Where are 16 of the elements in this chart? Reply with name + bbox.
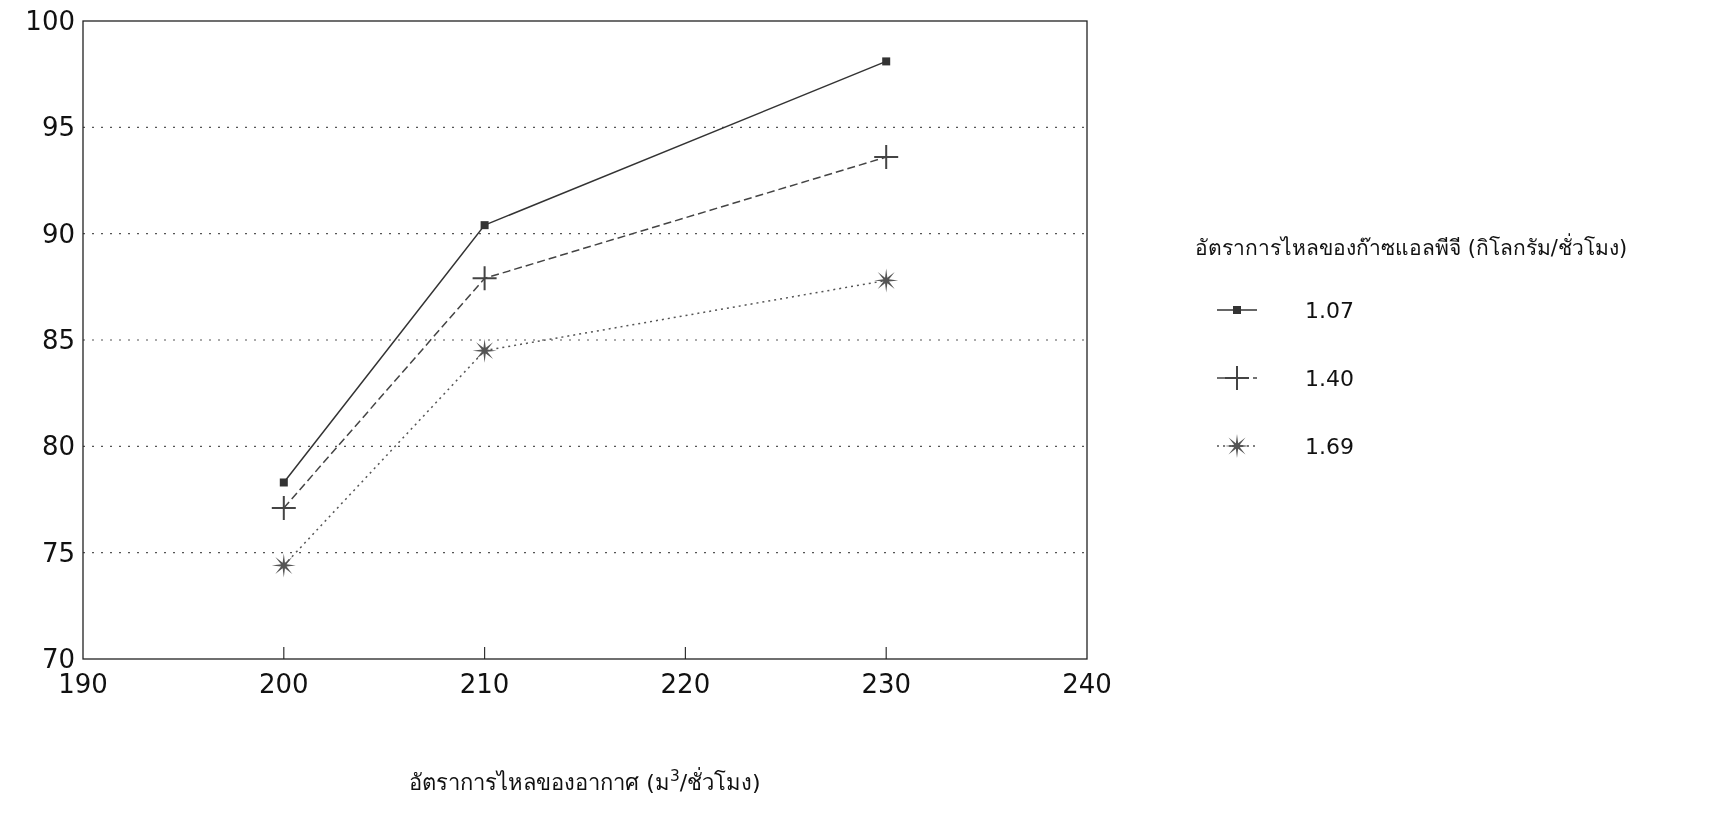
y-tick-label: 75 — [41, 537, 75, 568]
y-tick-label: 95 — [41, 112, 75, 143]
x-tick-label: 230 — [861, 669, 912, 699]
legend-label: 1.40 — [1305, 366, 1354, 391]
y-tick-label: 100 — [25, 6, 75, 36]
x-tick-label: 220 — [660, 669, 711, 699]
x-tick-label: 240 — [1062, 669, 1112, 699]
legend-label: 1.07 — [1305, 298, 1354, 323]
y-tick-label: 85 — [41, 325, 75, 355]
x-axis-title: อัตราการไหลของอากาศ (ม$^{3}$/ชั่วโมง) — [409, 767, 761, 795]
y-tick-label: 90 — [41, 218, 75, 249]
y-tick-label: 80 — [41, 431, 75, 462]
legend-label: 1.69 — [1305, 434, 1354, 459]
x-tick-label: 210 — [459, 669, 510, 699]
legend-title: อัตราการไหลของก๊าซแอลพีจี (กิโลกรัม/ชั่วโมง) — [1195, 233, 1628, 260]
x-tick-label: 200 — [258, 669, 309, 699]
